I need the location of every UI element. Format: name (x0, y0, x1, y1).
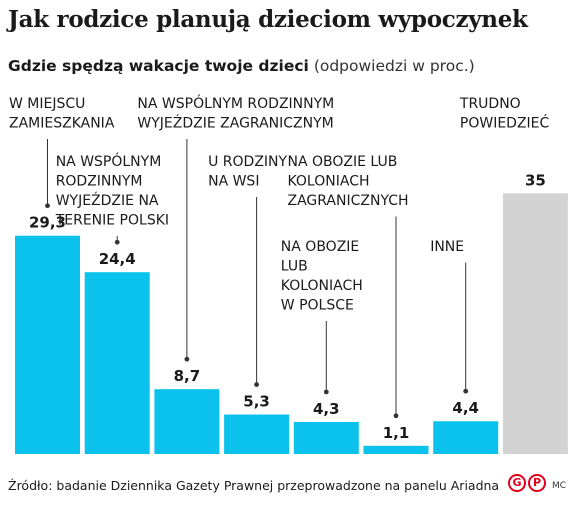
leader-dot-6 (463, 388, 469, 394)
category-label-4-1: LUB (281, 259, 308, 275)
value-label-3: 5,3 (243, 393, 270, 411)
category-label-4-0: NA OBOZIE (281, 239, 359, 255)
logo-letter-g: G (508, 474, 526, 492)
category-label-5-1: KOLONIACH (288, 174, 370, 190)
value-label-1: 24,4 (99, 250, 136, 268)
category-label-7-0: TRUDNO (459, 96, 521, 112)
category-label-3-1: NA WSI (208, 174, 259, 190)
bar-chart: 29,3 W MIEJSCU ZAMIESZKANIA 24,4 NA WSPÓLNYM… (9, 94, 568, 454)
category-label-3-0: U RODZINY (208, 154, 287, 170)
bar-1 (84, 272, 150, 454)
category-label-6-0: INNE (430, 239, 464, 255)
bar-4 (293, 421, 359, 454)
category-label-1-1: RODZINNYM (56, 174, 143, 190)
category-label-2-1: WYJEŹDZIE ZAGRANICZNYM (137, 114, 333, 132)
category-label-1-3: TERENIE POLSKI (55, 213, 169, 229)
bar-5 (363, 445, 429, 454)
leader-dot-3 (254, 382, 259, 387)
subtitle-main: Gdzie spędzą wakacje twoje dzieci (8, 57, 309, 75)
bar-6 (433, 421, 499, 454)
category-label-4-2: KOLONIACH (281, 278, 363, 294)
leader-dot-4 (323, 389, 329, 395)
logo-letter-p: P (528, 474, 546, 492)
value-label-6: 4,4 (452, 399, 479, 417)
publisher-logo: G P (508, 474, 546, 492)
bar-7 (502, 193, 568, 454)
category-label-4-3: W POLSCE (281, 298, 354, 314)
value-label-5: 1,1 (383, 424, 410, 442)
value-label-2: 8,7 (174, 367, 201, 385)
chart-subtitle: Gdzie spędzą wakacje twoje dzieci (odpow… (8, 57, 475, 75)
leader-dot-2 (184, 356, 190, 362)
bar-2 (154, 389, 220, 454)
category-label-0-0: W MIEJSCU (9, 96, 85, 112)
chart-title: Jak rodzice planują dzieciom wypoczynek (8, 6, 528, 33)
value-label-7: 35 (525, 171, 546, 189)
category-label-7-1: POWIEDZIEĆ (460, 114, 550, 132)
subtitle-note: (odpowiedzi w proc.) (313, 57, 475, 75)
leader-dot-0 (45, 203, 50, 209)
leader-dot-5 (393, 413, 399, 419)
category-label-2-0: NA WSPÓLNYM RODZINNYM (137, 94, 334, 112)
value-label-4: 4,3 (313, 400, 340, 418)
author-initials: MC (552, 481, 567, 491)
category-label-1-2: WYJEŹDZIE NA (56, 191, 159, 209)
category-label-5-2: ZAGRANICZNYCH (288, 193, 409, 209)
value-label-0: 29,3 (29, 214, 66, 232)
leader-dot-1 (114, 239, 120, 245)
category-label-1-0: NA WSPÓLNYM (56, 152, 162, 170)
category-label-0-1: ZAMIESZKANIA (9, 116, 115, 132)
bar-0 (15, 235, 80, 454)
category-label-5-0: NA OBOZIE LUB (288, 154, 398, 170)
bar-3 (224, 414, 290, 454)
source-note: Źródło: badanie Dziennika Gazety Prawnej… (8, 478, 500, 493)
